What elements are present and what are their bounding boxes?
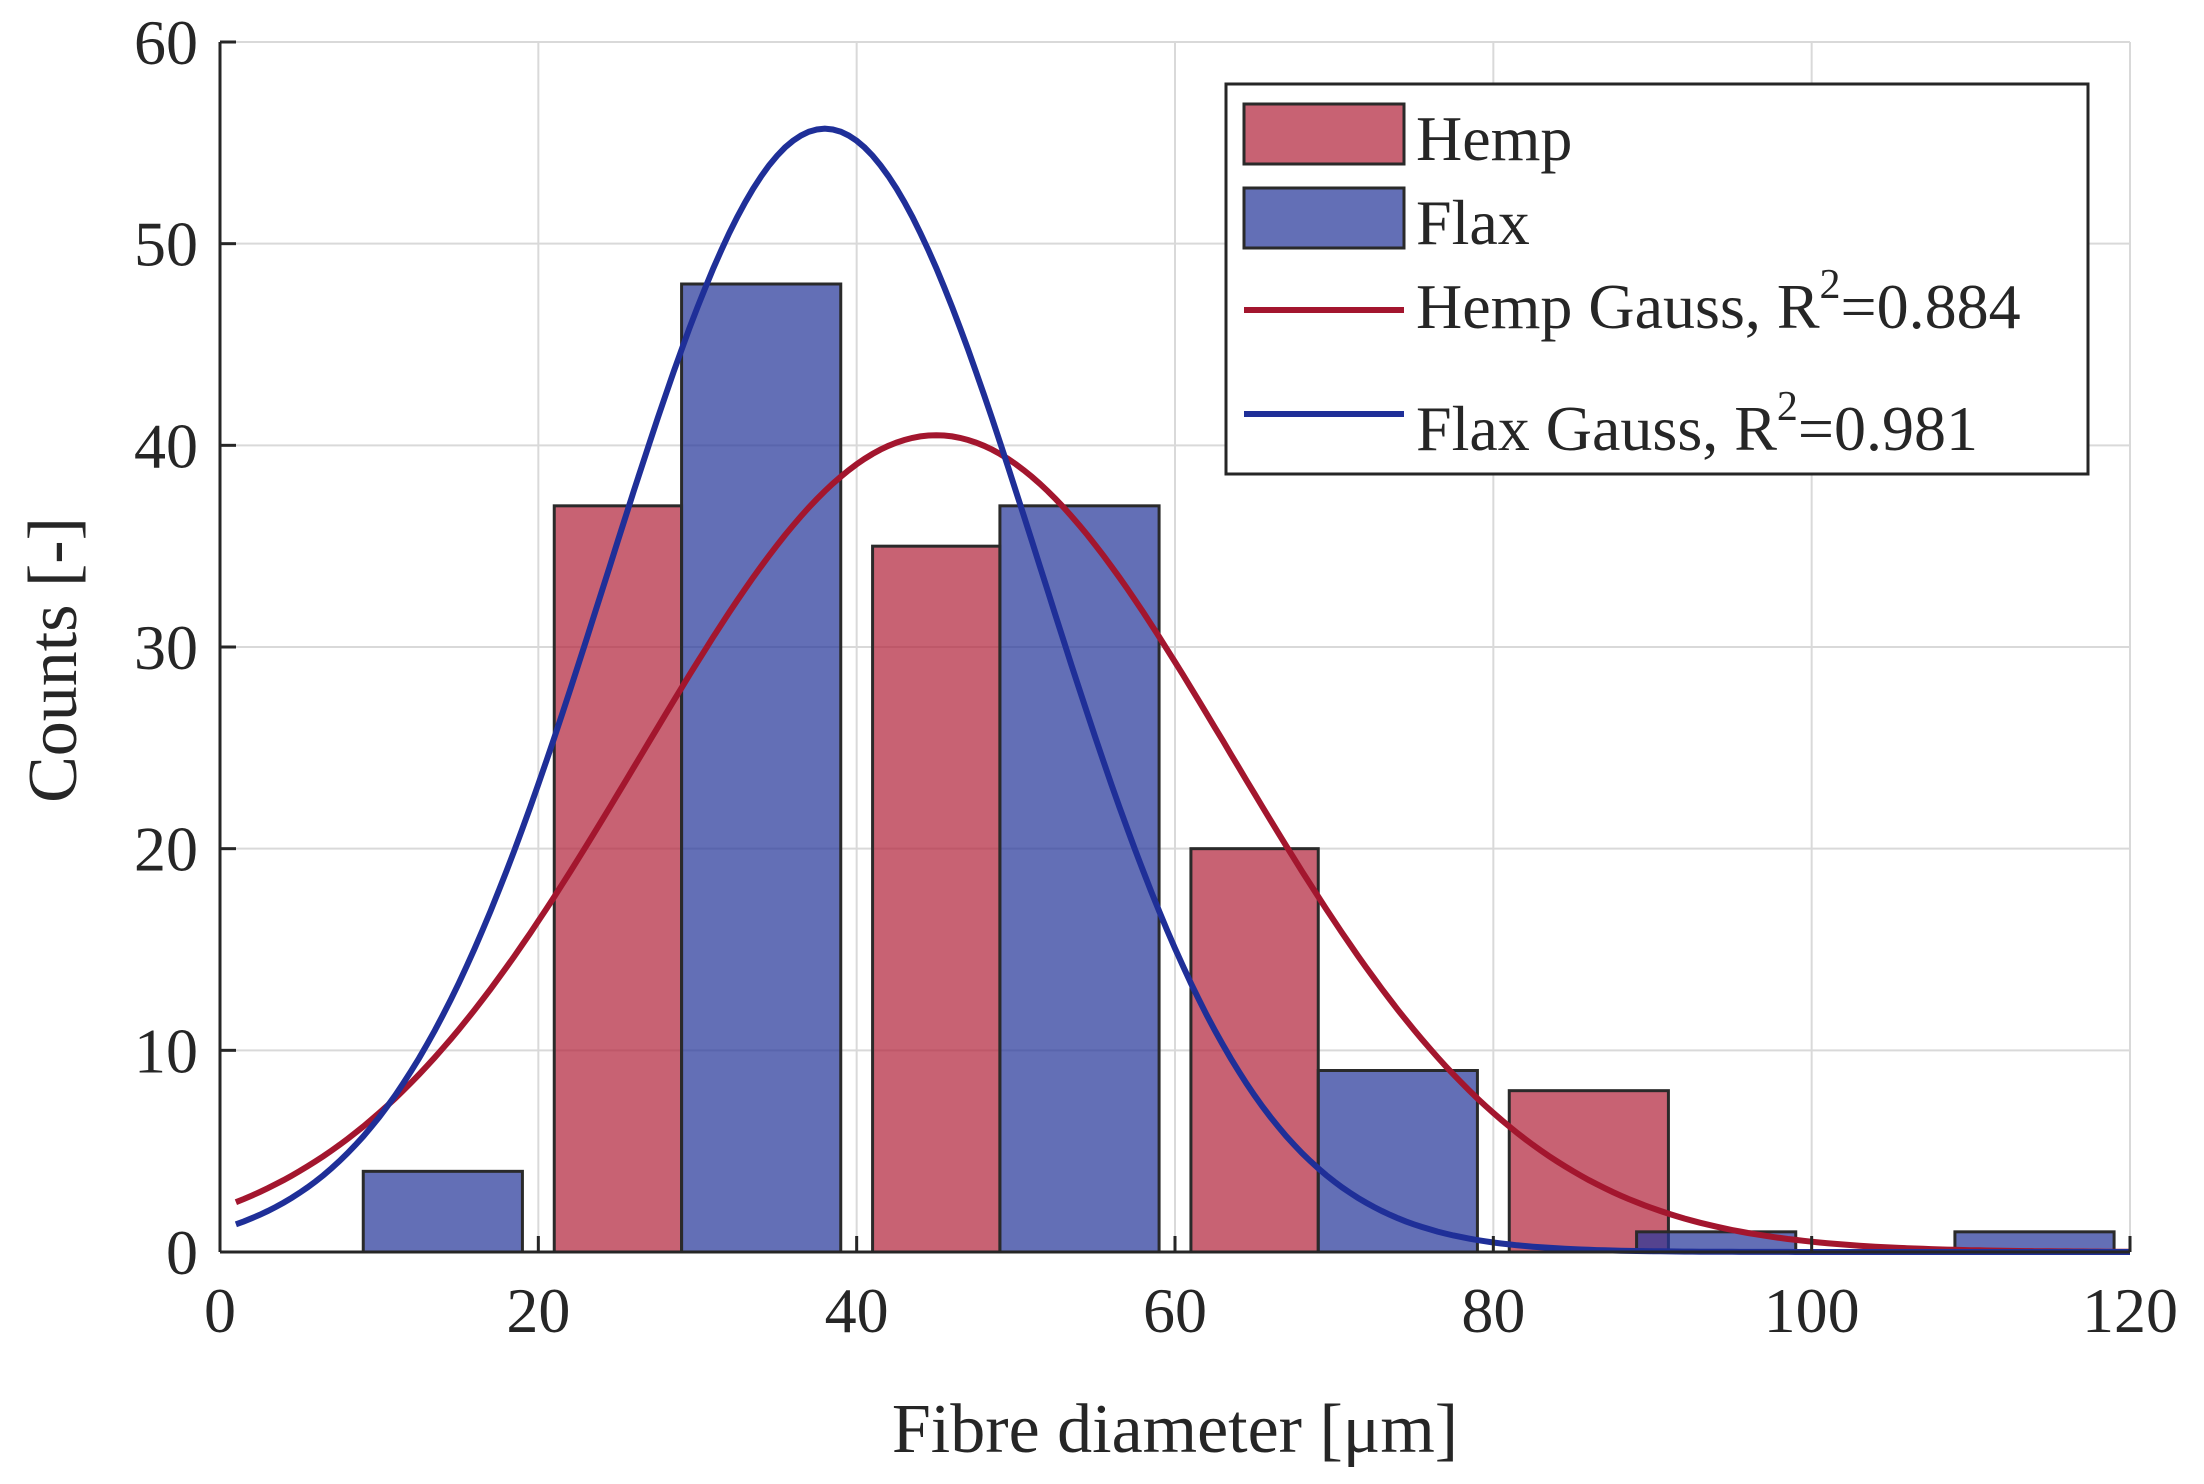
y-tick-label: 50 [134, 209, 198, 280]
flax-bar [1316, 1069, 1479, 1254]
legend-hemp-gauss-value: =0.884 [1841, 271, 2021, 342]
flax-bars [361, 282, 2116, 1254]
y-tick-label: 40 [134, 410, 198, 481]
hemp-bar [1189, 847, 1320, 1254]
legend-flax-swatch [1242, 186, 1406, 250]
flax-bar [361, 1169, 524, 1254]
y-tick-label: 20 [134, 814, 198, 885]
y-tick-label: 30 [134, 612, 198, 683]
axes [218, 40, 2132, 1254]
legend: Hemp Flax Hemp Gauss, R2=0.884 Flax Gaus… [1224, 82, 2090, 476]
x-tick-label: 40 [825, 1275, 889, 1346]
y-tick-label: 10 [134, 1015, 198, 1086]
x-axis-label: Fibre diameter [μm] [892, 1391, 1458, 1468]
x-tick-label: 100 [1764, 1275, 1860, 1346]
hemp-gauss-curve [234, 432, 2131, 1255]
legend-flax-gauss-label: Flax Gauss, R2=0.981 [1416, 384, 1978, 464]
x-tick-label: 20 [506, 1275, 570, 1346]
legend-flax-gauss-value: =0.981 [1798, 393, 1978, 464]
flax-bar [998, 504, 1161, 1254]
x-tick-label: 60 [1143, 1275, 1207, 1346]
hemp-bar [1507, 1089, 1670, 1254]
legend-flax-gauss-prefix: Flax Gauss, R [1416, 393, 1777, 464]
y-tick-label: 0 [166, 1217, 198, 1288]
y-axis-label: Counts [-] [15, 517, 92, 803]
x-tick-label: 80 [1461, 1275, 1525, 1346]
flax-bar [680, 282, 843, 1254]
legend-hemp-label: Hemp [1416, 103, 1572, 174]
hemp-bar [871, 544, 1002, 1254]
hemp-bars [552, 504, 1670, 1254]
legend-hemp-gauss-superscript: 2 [1820, 262, 1841, 308]
y-tick-label: 60 [134, 7, 198, 78]
legend-hemp-gauss-prefix: Hemp Gauss, R [1416, 271, 1820, 342]
legend-flax-label: Flax [1416, 187, 1530, 258]
x-tick-label: 120 [2082, 1275, 2178, 1346]
legend-hemp-swatch [1242, 102, 1406, 166]
legend-flax-gauss-superscript: 2 [1777, 384, 1798, 430]
hemp-bar [552, 504, 684, 1254]
legend-hemp-gauss-label: Hemp Gauss, R2=0.884 [1416, 262, 2021, 342]
x-tick-label: 0 [204, 1275, 236, 1346]
tick-labels: 0 20 40 60 80 100 120 0 10 20 30 40 50 60 [134, 7, 2178, 1346]
